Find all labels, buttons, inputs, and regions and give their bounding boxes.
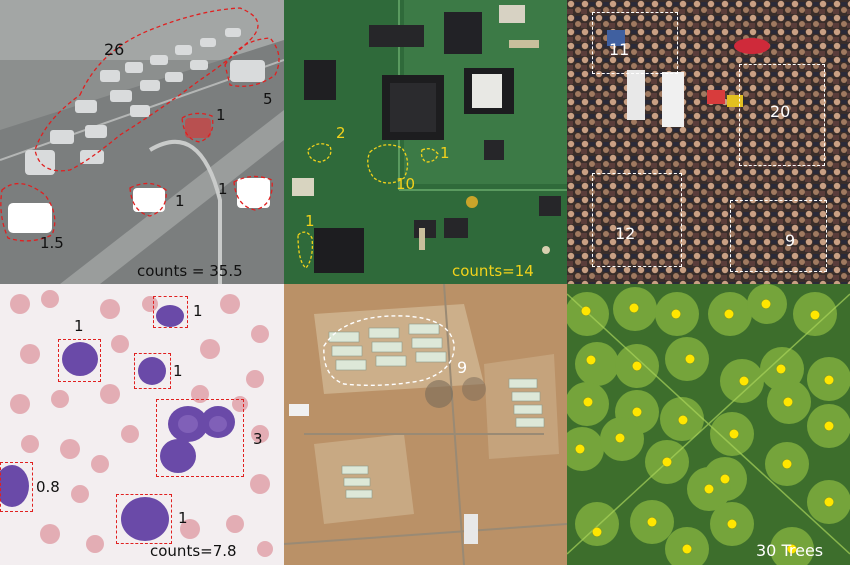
tree-dot bbox=[810, 310, 820, 320]
cell-region-count: 1 bbox=[178, 509, 188, 527]
cell-region-count: 3 bbox=[253, 430, 263, 448]
pcb-region-count: 2 bbox=[336, 124, 346, 142]
tree-dot bbox=[583, 397, 593, 407]
crowd-region-box bbox=[730, 200, 827, 272]
aerial-panel: 9 bbox=[284, 284, 567, 565]
cell-region-box bbox=[153, 296, 188, 328]
tree-dot bbox=[685, 354, 695, 364]
tree-dot bbox=[704, 484, 714, 494]
tree-dot bbox=[729, 429, 739, 439]
cell-region-box bbox=[156, 399, 244, 477]
tree-dot bbox=[776, 364, 786, 374]
traffic-total-count: counts = 35.5 bbox=[137, 262, 243, 280]
tree-dot bbox=[724, 309, 734, 319]
crowd-region-box bbox=[739, 64, 825, 166]
traffic-panel: 26 5 1 1 1 1.5 counts = 35.5 bbox=[0, 0, 284, 284]
tree-dot bbox=[575, 444, 585, 454]
tree-dot bbox=[647, 517, 657, 527]
tree-dot bbox=[824, 375, 834, 385]
cell-region-box bbox=[58, 339, 101, 382]
pcb-region-count: 1 bbox=[440, 144, 450, 162]
traffic-region-count: 1 bbox=[218, 180, 228, 198]
cell-region-count: 0.8 bbox=[36, 478, 60, 496]
tree-dot bbox=[629, 303, 639, 313]
crowd-region-count: 12 bbox=[615, 224, 636, 243]
trees-panel: 30 Trees bbox=[567, 284, 850, 565]
cell-region-count: 1 bbox=[193, 302, 203, 320]
tree-dot bbox=[787, 544, 797, 554]
cell-region-box bbox=[134, 353, 171, 389]
aerial-building-region bbox=[323, 315, 455, 387]
cells-photo bbox=[0, 284, 284, 565]
cell-region-count: 1 bbox=[173, 362, 183, 380]
traffic-region-count: 26 bbox=[104, 40, 125, 59]
tree-dot bbox=[586, 355, 596, 365]
trees-photo bbox=[567, 284, 850, 565]
tree-dot bbox=[739, 376, 749, 386]
tree-dot bbox=[727, 519, 737, 529]
pcb-component-regions bbox=[297, 143, 439, 269]
traffic-density-regions bbox=[0, 7, 280, 242]
cells-panel: 1 1 1 3 0.8 1 counts=7.8 bbox=[0, 284, 284, 565]
cell-region-box bbox=[0, 462, 33, 512]
traffic-region-count: 1.5 bbox=[40, 234, 64, 252]
crowd-photo bbox=[567, 0, 850, 284]
pcb-total-count: counts=14 bbox=[452, 262, 534, 280]
cells-total-count: counts=7.8 bbox=[150, 542, 237, 560]
tree-dot bbox=[824, 421, 834, 431]
pcb-photo bbox=[284, 0, 567, 284]
tree-dot bbox=[632, 407, 642, 417]
tree-dot bbox=[632, 361, 642, 371]
tree-dot bbox=[592, 527, 602, 537]
tree-dot bbox=[662, 457, 672, 467]
crowd-region-box bbox=[592, 12, 678, 74]
tree-dot bbox=[761, 299, 771, 309]
pcb-region-count: 1 bbox=[305, 212, 315, 230]
traffic-region-count: 5 bbox=[263, 90, 273, 108]
aerial-photo bbox=[284, 284, 567, 565]
tree-dot bbox=[782, 459, 792, 469]
pcb-region-count: 10 bbox=[396, 175, 416, 193]
crowd-region-count: 9 bbox=[785, 231, 796, 250]
tree-dot bbox=[615, 433, 625, 443]
tree-dot bbox=[682, 544, 692, 554]
crowd-region-count: 20 bbox=[770, 102, 791, 121]
crowd-panel: 11 20 12 9 bbox=[567, 0, 850, 284]
tree-dot bbox=[783, 397, 793, 407]
traffic-region-count: 1 bbox=[216, 106, 226, 124]
crowd-region-box bbox=[592, 173, 682, 267]
tree-dot bbox=[678, 415, 688, 425]
tree-dot bbox=[581, 306, 591, 316]
tree-dot bbox=[824, 497, 834, 507]
cell-region-box bbox=[116, 494, 172, 544]
traffic-region-count: 1 bbox=[175, 192, 185, 210]
tree-dot bbox=[671, 309, 681, 319]
cell-region-count: 1 bbox=[74, 317, 84, 335]
trees-total-count: 30 Trees bbox=[756, 541, 824, 560]
crowd-region-count: 11 bbox=[609, 40, 630, 59]
tree-dot bbox=[720, 474, 730, 484]
pcb-panel: 2 1 10 1 counts=14 bbox=[284, 0, 567, 284]
aerial-region-count: 9 bbox=[457, 358, 468, 377]
